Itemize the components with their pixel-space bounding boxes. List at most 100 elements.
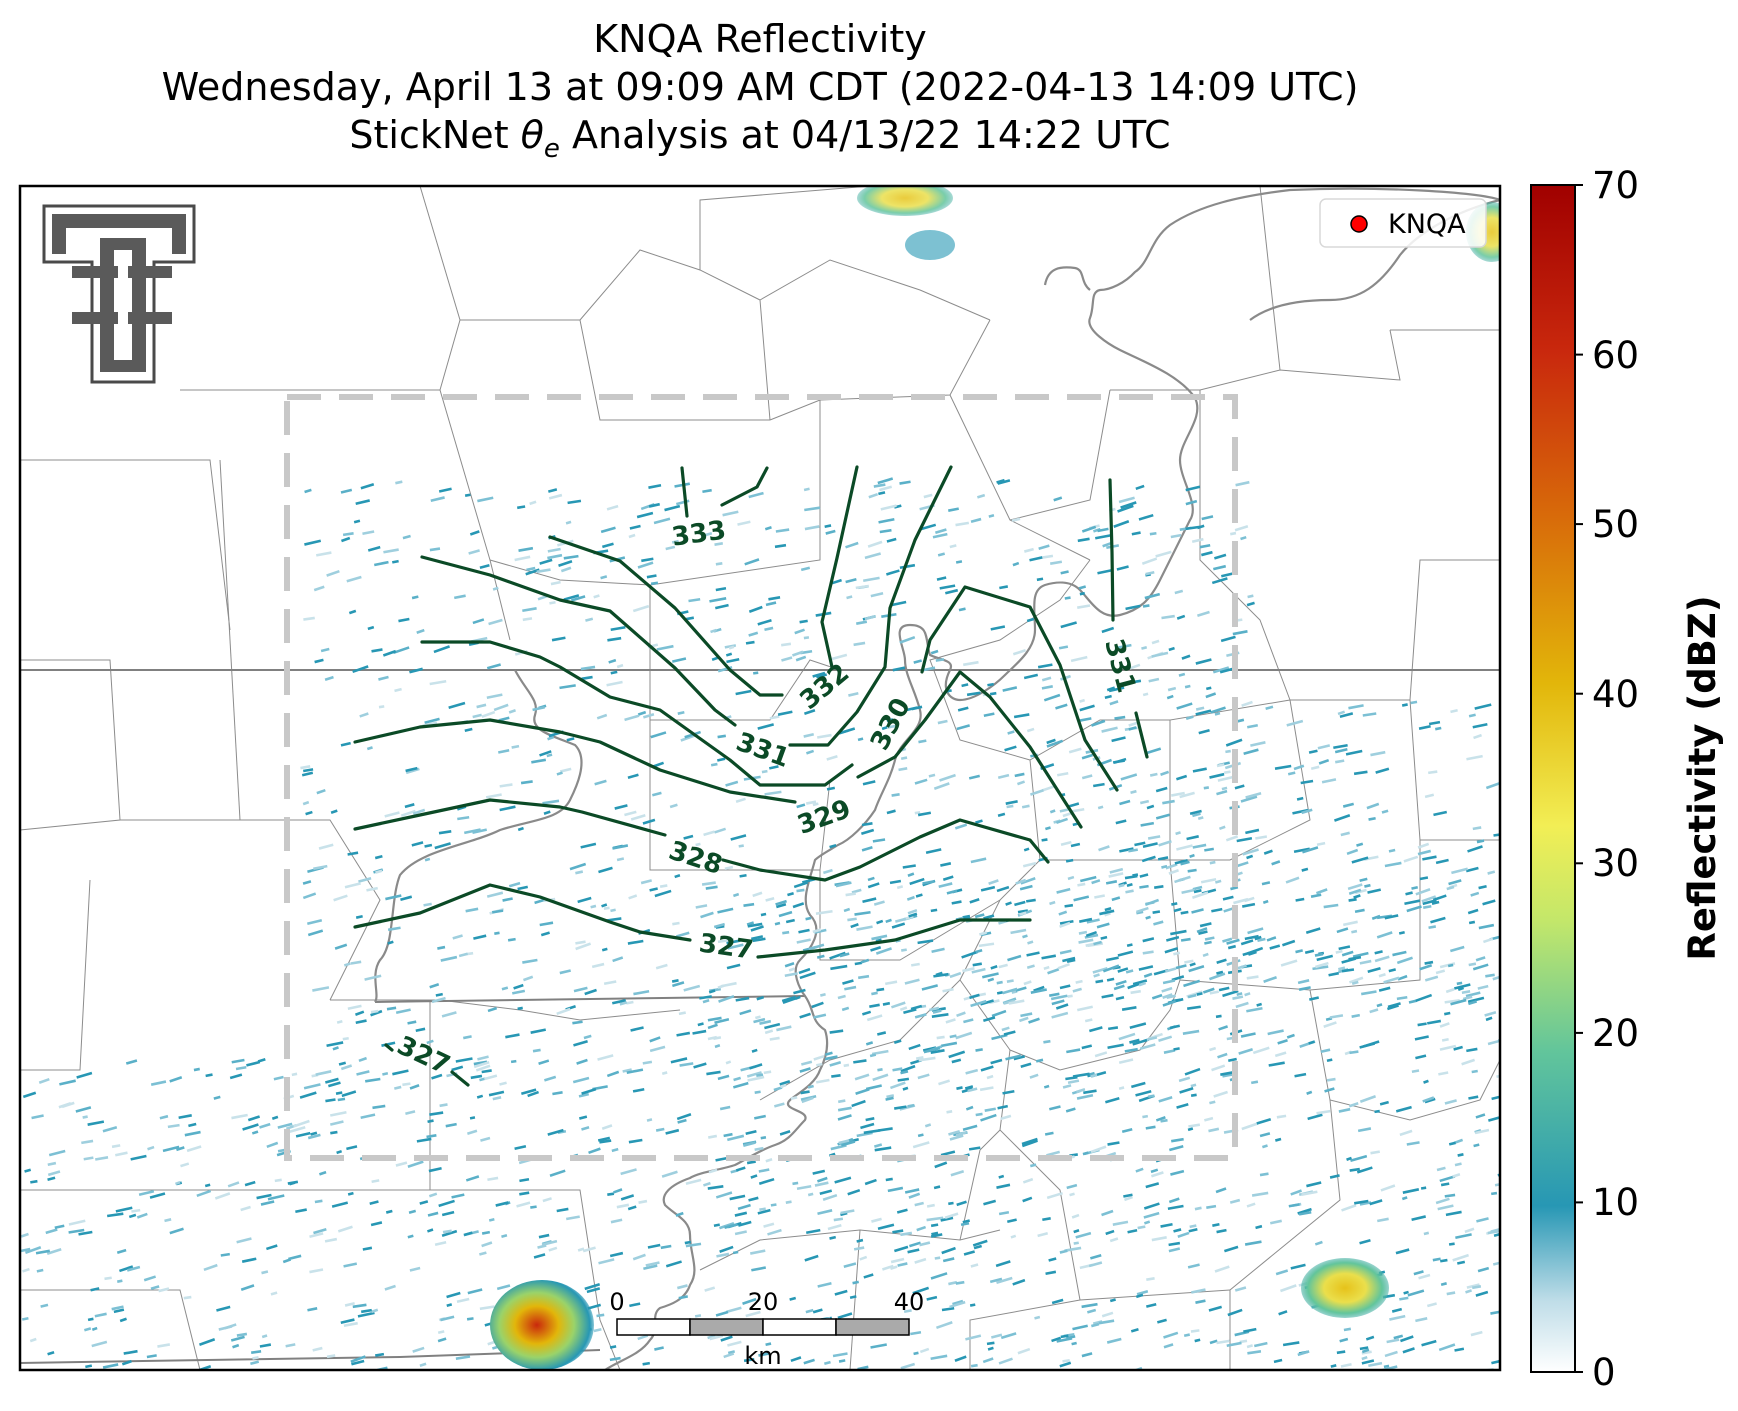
radar-echo (335, 1091, 343, 1095)
radar-echo (1091, 879, 1101, 885)
radar-echo (873, 900, 885, 906)
radar-echo (1114, 715, 1126, 720)
radar-echo (1450, 945, 1465, 953)
radar-echo (962, 1219, 971, 1224)
radar-echo (872, 838, 886, 843)
radar-echo (1316, 841, 1326, 847)
radar-echo (1041, 838, 1048, 842)
radar-echo (1085, 930, 1098, 938)
radar-echo (1069, 1192, 1075, 1197)
radar-echo (1301, 846, 1319, 854)
radar-echo (183, 1295, 192, 1300)
radar-echo (581, 675, 593, 681)
radar-echo (1454, 1347, 1465, 1352)
radar-echo (1295, 949, 1303, 954)
radar-echo (717, 938, 735, 944)
radar-echo (1211, 907, 1223, 913)
radar-echo (1423, 1079, 1429, 1084)
radar-echo (944, 1212, 959, 1219)
radar-echo (936, 1035, 945, 1040)
radar-echo (646, 574, 657, 579)
radar-echo (581, 1087, 597, 1095)
radar-echo (578, 1092, 590, 1098)
radar-echo (1195, 709, 1212, 716)
radar-echo (1216, 763, 1225, 768)
radar-echo (409, 1266, 421, 1272)
radar-echo (1092, 966, 1108, 974)
radar-echo (717, 1074, 730, 1081)
radar-echo (1468, 1095, 1479, 1100)
radar-echo (801, 1060, 813, 1066)
radar-echo (257, 1058, 266, 1063)
radar-echo (1050, 994, 1068, 1001)
radar-echo (1278, 1310, 1288, 1316)
radar-echo (1180, 860, 1190, 866)
radar-echo (1064, 903, 1074, 908)
radar-echo (1184, 959, 1194, 964)
radar-echo (1118, 496, 1135, 504)
radar-echo (1121, 1127, 1133, 1134)
radar-echo (1454, 983, 1471, 990)
radar-echo (303, 768, 314, 773)
radar-echo (465, 1175, 480, 1182)
radar-echo (1402, 1347, 1415, 1354)
radar-echo (1305, 927, 1321, 934)
radar-echo (987, 682, 994, 687)
radar-echo (997, 812, 1006, 818)
radar-echo (1004, 745, 1017, 752)
radar-echo (1105, 1097, 1120, 1104)
contour-332-a (548, 535, 784, 697)
radar-echo (1002, 1089, 1015, 1095)
radar-echo (1254, 1341, 1268, 1348)
radar-echo (1038, 544, 1050, 550)
radar-echo (448, 701, 466, 709)
radar-echo (299, 1091, 317, 1099)
radar-echo (947, 507, 959, 512)
radar-echo (1238, 1047, 1254, 1055)
radar-echo (732, 1081, 749, 1089)
radar-echo (1461, 990, 1471, 995)
radar-echo (1119, 847, 1134, 853)
radar-echo (610, 670, 618, 675)
radar-echo (930, 908, 938, 913)
radar-echo (357, 1311, 375, 1318)
radar-echo (1150, 1171, 1164, 1178)
texas-tech-logo (42, 204, 196, 384)
radar-echo (1499, 1014, 1500, 1022)
radar-echo (616, 663, 624, 669)
radar-echo (593, 594, 600, 599)
radar-echo (1367, 966, 1381, 974)
radar-echo (336, 1019, 343, 1024)
radar-echo (1212, 666, 1230, 674)
radar-echo (1012, 1278, 1026, 1286)
radar-echo (1017, 909, 1029, 914)
radar-echo (1125, 889, 1134, 894)
radar-echo (1256, 1118, 1272, 1125)
radar-echo (1468, 962, 1477, 967)
radar-echo (955, 1031, 973, 1040)
radar-echo (912, 1286, 930, 1295)
radar-echo (107, 1212, 124, 1218)
radar-echo (486, 663, 501, 670)
radar-echo (1100, 935, 1108, 940)
radar-echo (737, 1203, 751, 1211)
contour-329-b (856, 670, 1083, 829)
radar-echo (819, 992, 826, 997)
radar-echo (715, 586, 727, 592)
radar-echo (1106, 1337, 1122, 1344)
radar-echo (477, 1055, 489, 1061)
radar-echo (713, 1036, 722, 1040)
radar-echo (915, 1055, 924, 1060)
radar-echo (872, 1073, 889, 1082)
radar-echo (877, 1223, 895, 1231)
radar-echo (1225, 835, 1239, 842)
radar-echo (1406, 905, 1422, 913)
radar-echo (446, 1303, 453, 1308)
radar-echo (878, 491, 886, 496)
radar-echo (642, 1361, 651, 1366)
radar-echo (954, 823, 968, 830)
radar-echo (1267, 1029, 1284, 1036)
radar-echo (1341, 1204, 1357, 1212)
radar-echo (956, 724, 971, 731)
radar-echo (302, 800, 310, 806)
